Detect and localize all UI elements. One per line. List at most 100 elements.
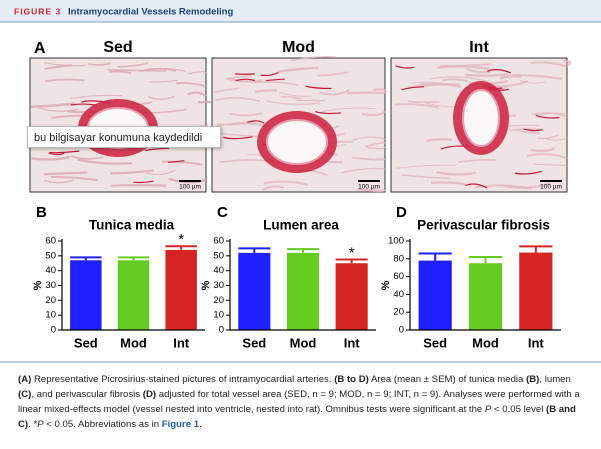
axes [229,239,376,331]
fiber [254,89,277,93]
tooltip: bu bilgisayar konumuna kaydedildi [27,126,221,148]
category-label: Int [173,335,190,350]
fiber [364,141,387,148]
fiber [372,88,387,94]
y-tick-label: 10 [45,310,56,321]
bar [238,252,271,330]
error-bar [286,248,320,253]
fiber [229,112,263,117]
fiber [474,184,532,190]
fiber [440,63,491,67]
collagen [223,136,253,140]
fiber [263,180,308,186]
fiber [38,107,78,112]
fiber [352,136,386,141]
fiber [430,181,466,186]
category-label: Sed [242,335,266,350]
fiber [149,79,178,83]
y-tick-label: 30 [45,280,56,291]
collagen [314,110,342,115]
fiber [168,177,207,184]
collagen [395,65,415,69]
caption-text: Area (mean ± SEM) of tunica media [368,374,527,385]
caption-text: (D) [142,389,157,400]
vessel-lumen [462,89,500,147]
fiber [361,110,386,117]
axes [61,239,205,331]
collagen [168,159,185,163]
scale-bar [540,180,562,182]
caption-text[interactable]: Figure 1 [161,419,200,430]
fiber [512,73,563,80]
figure-title: Intramyocardial Vessels Remodeling [68,7,233,18]
fiber [519,80,546,84]
fiber [295,99,326,102]
fiber [396,164,456,169]
collagen [145,147,170,152]
fiber [87,62,111,66]
fiber [317,71,349,77]
caption-text: . * [28,419,38,430]
caption-text: (B to D) [334,374,369,385]
fiber [226,74,253,80]
y-axis-label: % [32,280,44,290]
collagen [260,71,279,77]
fiber [31,102,75,109]
fiber [109,70,132,75]
scale-bar [179,180,201,182]
y-tick-label: 50 [45,250,56,261]
fiber [426,138,452,142]
fiber [110,169,154,175]
collagen [49,150,80,154]
fiber [563,59,572,66]
category-label: Mod [290,335,317,350]
caption-text: < 0.05 level [491,404,547,415]
fiber [365,146,386,150]
fiber [266,100,320,106]
significance: * [349,245,355,262]
header-bar [0,0,601,22]
fiber [146,169,176,176]
scale-bar-label: 100 µm [179,184,201,191]
bar [165,249,197,330]
error-bar [165,245,197,250]
caption-text: < 0.05. Abbreviations as in [43,419,162,430]
vessel-lumen [266,119,328,165]
fiber [291,56,337,62]
collagen [305,85,332,90]
caption-text: P [37,419,44,430]
fiber [226,77,263,83]
collagen [235,78,256,82]
collagen [401,86,425,91]
y-tick-label: 0 [51,325,56,336]
fiber [466,67,491,74]
category-label: Sed [423,335,447,350]
bar [335,263,368,330]
fiber [44,64,73,70]
fiber [530,147,556,153]
panel-label: D [396,204,407,221]
panel-label: A [34,40,46,57]
collagen [486,69,512,74]
fiber [262,185,284,191]
fiber [535,112,568,116]
fiber [429,76,489,83]
fiber [214,87,240,93]
y-tick-label: 50 [213,250,224,261]
fiber [530,61,568,68]
y-tick-label: 30 [213,280,224,291]
chart-title: Tunica media [89,218,175,233]
panel-label: C [217,204,228,221]
collagen [535,114,560,119]
fiber [526,153,568,160]
collagen [247,120,265,124]
error-bar [418,252,452,261]
error-bar [335,258,368,264]
y-tick-label: 40 [393,289,404,300]
y-axis-label: % [200,280,212,290]
fiber [499,74,522,80]
caption-text: (B) [526,374,540,385]
micrographs: Sed 100 µm Mod 100 µm Int 100 µm [29,39,572,193]
fiber [116,62,149,68]
y-tick-label: 40 [213,265,224,276]
